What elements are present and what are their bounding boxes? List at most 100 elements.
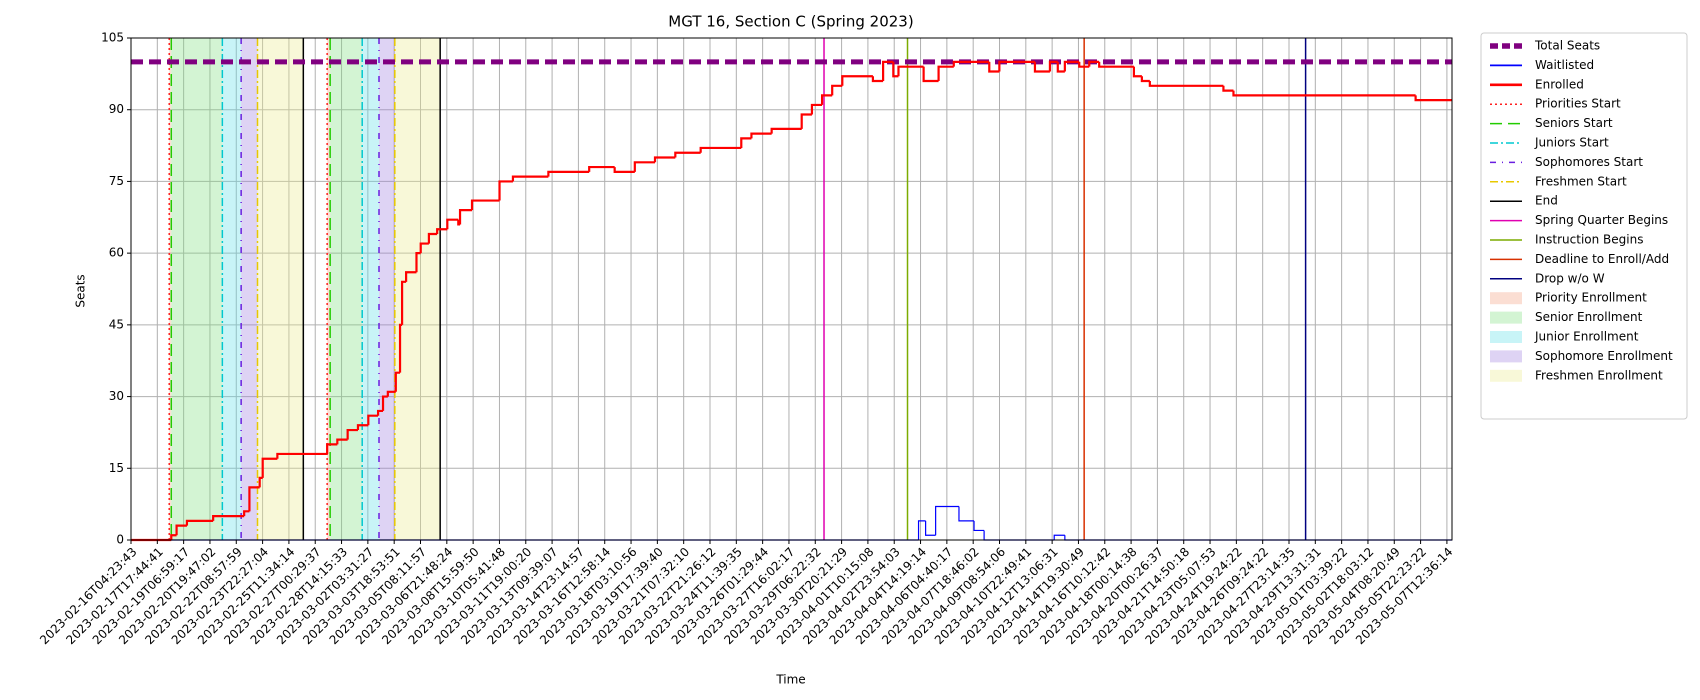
step-segment bbox=[871, 76, 884, 83]
step-segment bbox=[346, 428, 358, 440]
x-axis-label: Time bbox=[775, 673, 805, 687]
legend-label: Junior Enrollment bbox=[1534, 330, 1639, 344]
step-segment bbox=[841, 75, 873, 86]
y-tick-label: 30 bbox=[109, 389, 124, 403]
legend-label: Waitlisted bbox=[1535, 58, 1594, 72]
step-segment bbox=[935, 505, 959, 536]
step-segment bbox=[1232, 90, 1416, 97]
step-segment bbox=[917, 520, 926, 540]
step-segment bbox=[998, 60, 1035, 72]
legend-label: End bbox=[1535, 194, 1558, 208]
legend-label: Sophomores Start bbox=[1535, 155, 1643, 169]
y-tick-label: 45 bbox=[109, 317, 124, 331]
shaded-span bbox=[379, 38, 395, 540]
step-segment bbox=[1048, 60, 1058, 72]
legend-key bbox=[1490, 292, 1522, 305]
y-tick-label: 15 bbox=[109, 461, 124, 475]
step-segment bbox=[1053, 534, 1065, 540]
legend-label: Juniors Start bbox=[1534, 136, 1609, 150]
legend-label: Seniors Start bbox=[1535, 116, 1613, 130]
step-segment bbox=[770, 127, 802, 134]
step-segment bbox=[925, 520, 936, 536]
legend-label: Priorities Start bbox=[1535, 97, 1621, 111]
step-segment bbox=[1132, 66, 1142, 78]
step-segment bbox=[1033, 61, 1050, 73]
step-segment bbox=[394, 371, 401, 392]
chart-title: MGT 16, Section C (Spring 2023) bbox=[668, 13, 913, 31]
step-segment bbox=[897, 65, 924, 77]
step-segment bbox=[470, 199, 500, 211]
y-tick-label: 75 bbox=[109, 174, 124, 188]
legend-label: Total Seats bbox=[1534, 39, 1600, 53]
y-tick-label: 0 bbox=[116, 533, 124, 547]
plot-area bbox=[130, 37, 1452, 542]
step-segment bbox=[653, 156, 676, 163]
y-tick-label: 60 bbox=[109, 246, 124, 260]
shaded-span bbox=[257, 38, 304, 540]
step-segment bbox=[1140, 76, 1150, 83]
step-segment bbox=[170, 534, 177, 540]
legend-label: Instruction Begins bbox=[1535, 233, 1643, 247]
legend-label: Deadline to Enroll/Add bbox=[1535, 252, 1669, 266]
step-segment bbox=[400, 280, 407, 325]
shaded-span bbox=[241, 38, 258, 540]
step-segment bbox=[588, 165, 615, 172]
step-segment bbox=[405, 271, 417, 282]
step-segment bbox=[446, 218, 459, 230]
legend-label: Enrolled bbox=[1535, 77, 1584, 91]
step-segment bbox=[820, 94, 833, 105]
step-segment bbox=[1088, 60, 1100, 67]
step-segment bbox=[175, 524, 187, 536]
step-segment bbox=[892, 61, 899, 78]
step-segment bbox=[800, 113, 812, 129]
legend-label: Drop w/o W bbox=[1535, 271, 1605, 285]
y-axis-label: Seats bbox=[74, 274, 88, 307]
step-segment bbox=[1063, 60, 1080, 72]
step-segment bbox=[258, 476, 263, 488]
shaded-span bbox=[169, 38, 172, 540]
step-segment bbox=[326, 443, 338, 454]
step-segment bbox=[952, 60, 990, 67]
series bbox=[131, 60, 1452, 542]
step-segment bbox=[699, 146, 742, 153]
legend-key bbox=[1490, 369, 1522, 382]
step-segment bbox=[436, 228, 448, 235]
step-segment bbox=[386, 390, 396, 397]
step-segment bbox=[212, 514, 245, 521]
step-segment bbox=[1056, 61, 1065, 73]
step-segment bbox=[750, 132, 772, 139]
step-segment bbox=[810, 103, 823, 115]
plot-frame bbox=[130, 37, 1453, 541]
step-segment bbox=[1098, 61, 1134, 68]
step-segment bbox=[547, 170, 590, 177]
legend-key bbox=[1490, 350, 1522, 363]
step-segment bbox=[740, 137, 752, 148]
step-segment bbox=[419, 242, 429, 254]
step-segment bbox=[248, 486, 260, 512]
legend-label: Sophomore Enrollment bbox=[1535, 349, 1673, 363]
step-segment bbox=[427, 232, 438, 244]
step-segment bbox=[498, 180, 513, 201]
step-segment bbox=[415, 252, 421, 273]
shaded-span bbox=[362, 38, 380, 540]
step-segment bbox=[1078, 61, 1090, 68]
step-segment bbox=[381, 395, 388, 411]
shaded-span bbox=[330, 38, 363, 540]
legend-label: Priority Enrollment bbox=[1535, 291, 1647, 305]
step-segment bbox=[633, 161, 655, 172]
step-segment bbox=[367, 414, 379, 426]
step-segment bbox=[1414, 95, 1452, 102]
step-segment bbox=[243, 510, 250, 517]
step-segment bbox=[958, 506, 975, 522]
step-segment bbox=[882, 60, 894, 82]
step-segment bbox=[511, 175, 549, 182]
step-segment bbox=[613, 167, 635, 173]
step-segment bbox=[831, 84, 843, 96]
y-tick-label: 90 bbox=[109, 102, 124, 116]
step-segment bbox=[674, 151, 701, 158]
legend-box bbox=[1480, 32, 1688, 420]
step-segment bbox=[336, 438, 348, 445]
legend-key bbox=[1490, 311, 1522, 324]
legend-key bbox=[1490, 331, 1522, 343]
